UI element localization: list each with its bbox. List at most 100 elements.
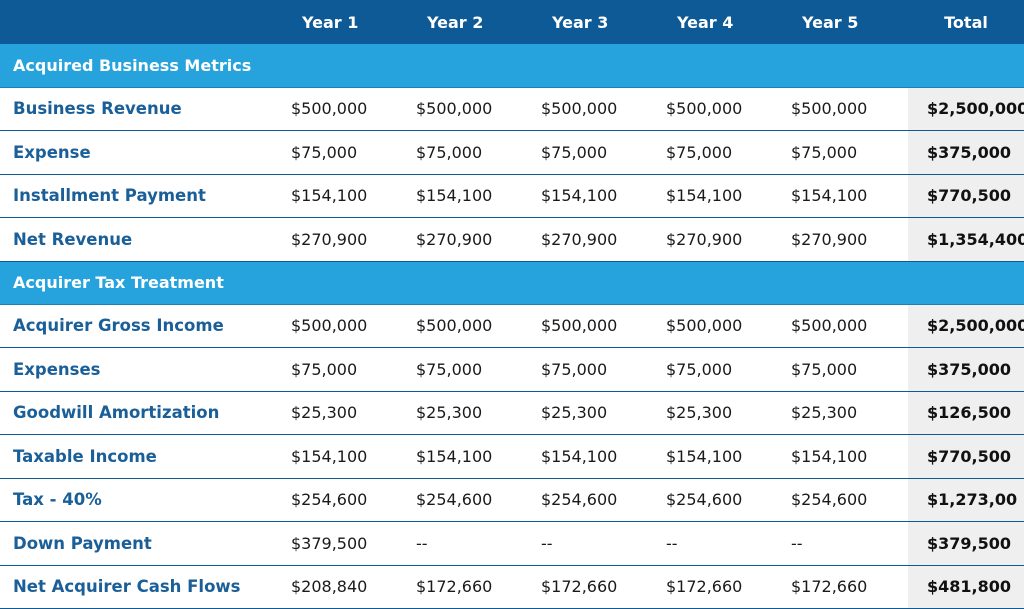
table-row: Expense $75,000 $75,000 $75,000 $75,000 $75,0… [0,130,1024,175]
year-5-value: $75,000 [783,130,908,175]
year-1-value: $270,900 [283,217,408,262]
total-value: $126,500 [908,391,1024,435]
year-5-value: $270,900 [783,217,908,262]
row-label: Net Revenue [0,217,283,262]
year-3-value: $154,100 [533,434,658,479]
year-3-value: $75,000 [533,347,658,392]
year-3-value: $75,000 [533,130,658,175]
year-2-value: $500,000 [408,304,533,348]
row-label: Taxable Income [0,434,283,479]
year-2-value: $154,100 [408,434,533,479]
year-5-value: $25,300 [783,391,908,435]
table-row: Down Payment $379,500 -- -- -- -- $379,500 [0,521,1024,566]
header-year-2: Year 2 [427,12,484,32]
section-header-row: Acquired Business Metrics [0,44,1024,88]
header-row: Year 1 Year 2 Year 3 Year 4 Year 5 Total [0,0,1024,44]
year-5-value: $154,100 [783,174,908,218]
header-year-3: Year 3 [552,12,609,32]
section-header-row: Acquirer Tax Treatment [0,261,1024,305]
year-4-value: $270,900 [658,217,783,262]
year-1-value: $154,100 [283,174,408,218]
year-2-value: -- [408,521,533,566]
table-row: Expenses $75,000 $75,000 $75,000 $75,000 $75,… [0,347,1024,392]
year-3-value: $25,300 [533,391,658,435]
year-1-value: $500,000 [283,304,408,348]
total-value: $375,000 [908,130,1024,175]
year-5-value: $154,100 [783,434,908,479]
year-3-value: $500,000 [533,304,658,348]
year-4-value: $75,000 [658,130,783,175]
total-value: $2,500,000 [908,87,1024,131]
header-year-5: Year 5 [802,12,859,32]
header-blank-cell [0,0,283,44]
row-label: Expenses [0,347,283,392]
row-label: Net Acquirer Cash Flows [0,565,283,609]
row-label: Expense [0,130,283,175]
year-5-value: $75,000 [783,347,908,392]
table-row: Acquirer Gross Income $500,000 $500,000 $50… [0,304,1024,348]
table-row: Installment Payment $154,100 $154,100 $154,… [0,174,1024,218]
year-1-value: $25,300 [283,391,408,435]
year-4-value: $25,300 [658,391,783,435]
table-row: Taxable Income $154,100 $154,100 $154,100 $1… [0,434,1024,479]
year-4-value: $500,000 [658,87,783,131]
row-label: Goodwill Amortization [0,391,283,435]
year-3-value: $500,000 [533,87,658,131]
year-2-value: $500,000 [408,87,533,131]
year-4-value: $254,600 [658,478,783,522]
row-label: Down Payment [0,521,283,566]
table-row: Business Revenue $500,000 $500,000 $500,000… [0,87,1024,131]
year-4-value: $154,100 [658,434,783,479]
year-5-value: $254,600 [783,478,908,522]
year-3-value: $172,660 [533,565,658,609]
year-2-value: $75,000 [408,130,533,175]
year-5-value: $500,000 [783,87,908,131]
year-2-value: $25,300 [408,391,533,435]
total-value: $770,500 [908,174,1024,218]
header-year-4: Year 4 [677,12,734,32]
year-2-value: $172,660 [408,565,533,609]
row-label: Installment Payment [0,174,283,218]
total-value: $379,500 [908,521,1024,566]
row-label: Acquirer Gross Income [0,304,283,348]
table-row: Net Acquirer Cash Flows $208,840 $172,660 $… [0,565,1024,609]
year-1-value: $379,500 [283,521,408,566]
year-2-value: $154,100 [408,174,533,218]
header-year-1: Year 1 [302,12,359,32]
year-5-value: $500,000 [783,304,908,348]
header-total: Total [944,12,988,32]
year-2-value: $75,000 [408,347,533,392]
row-label: Tax - 40% [0,478,283,522]
year-4-value: $500,000 [658,304,783,348]
total-value: $2,500,000 [908,304,1024,348]
table-row: Tax - 40% $254,600 $254,600 $254,600 $254,60… [0,478,1024,522]
year-5-value: $172,660 [783,565,908,609]
year-1-value: $75,000 [283,130,408,175]
total-value: $770,500 [908,434,1024,479]
total-value: $375,000 [908,347,1024,392]
year-2-value: $270,900 [408,217,533,262]
year-3-value: $154,100 [533,174,658,218]
year-3-value: -- [533,521,658,566]
section-title: Acquirer Tax Treatment [0,261,1024,305]
section-title: Acquired Business Metrics [0,44,1024,88]
year-4-value: -- [658,521,783,566]
total-value: $1,273,00 [908,478,1024,522]
table-body: Acquired Business Metrics Business Revenu… [0,44,1024,609]
year-3-value: $254,600 [533,478,658,522]
table-row: Net Revenue $270,900 $270,900 $270,900 $270,… [0,217,1024,262]
year-4-value: $172,660 [658,565,783,609]
total-value: $1,354,400 [908,217,1024,262]
row-label: Business Revenue [0,87,283,131]
year-2-value: $254,600 [408,478,533,522]
year-1-value: $75,000 [283,347,408,392]
year-3-value: $270,900 [533,217,658,262]
year-4-value: $75,000 [658,347,783,392]
year-5-value: -- [783,521,908,566]
year-1-value: $254,600 [283,478,408,522]
table-row: Goodwill Amortization $25,300 $25,300 $25,3… [0,391,1024,435]
year-1-value: $154,100 [283,434,408,479]
year-1-value: $500,000 [283,87,408,131]
total-value: $481,800 [908,565,1024,609]
